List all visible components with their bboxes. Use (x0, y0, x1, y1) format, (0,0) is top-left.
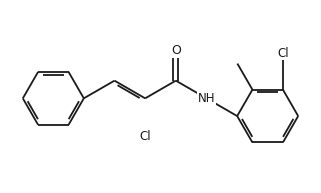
Text: Cl: Cl (139, 130, 151, 143)
Text: O: O (171, 44, 181, 57)
Text: NH: NH (198, 92, 215, 105)
Text: Cl: Cl (277, 47, 289, 59)
